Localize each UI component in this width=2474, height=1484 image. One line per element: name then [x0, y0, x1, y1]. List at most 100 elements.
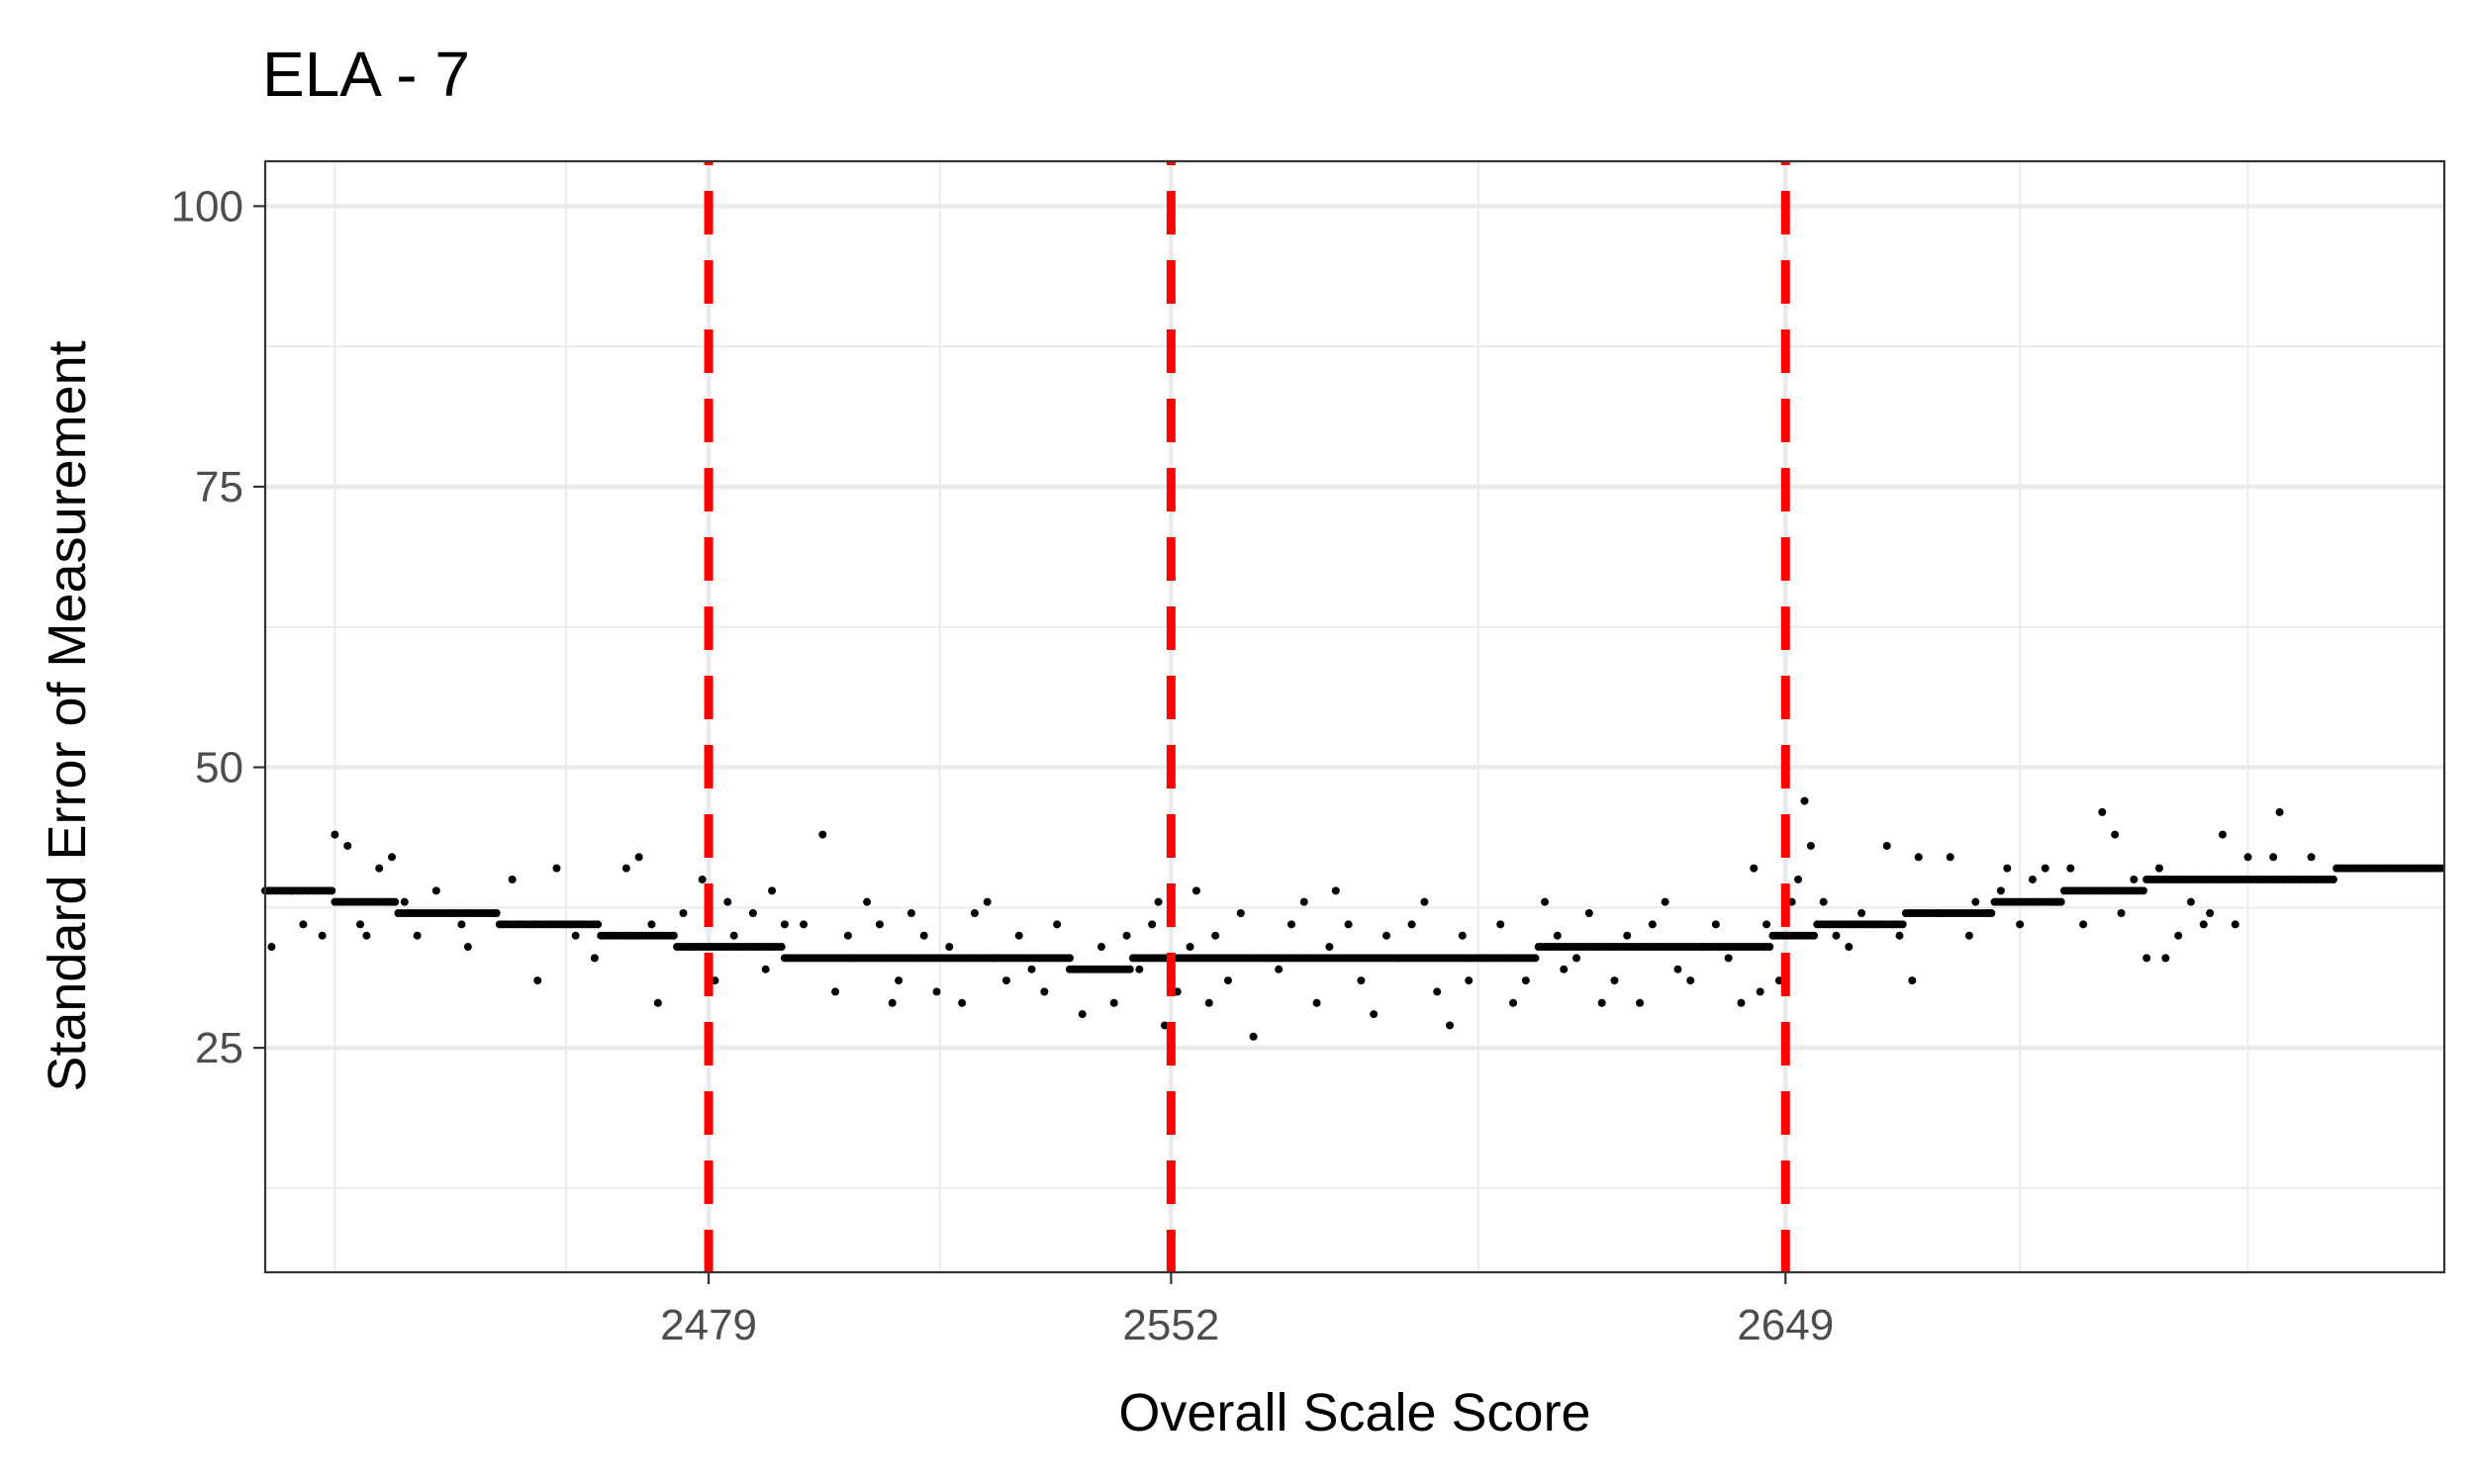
data-point [1869, 920, 1878, 929]
data-point [362, 931, 371, 940]
data-point [2199, 920, 2208, 929]
axis-ticks: 2479 2552 2649 25 50 75 100 [171, 182, 1835, 1349]
data-point [331, 830, 339, 839]
data-point [1053, 920, 1062, 929]
data-point [2130, 875, 2139, 883]
data-point [1541, 897, 1550, 906]
data-point [1370, 1010, 1379, 1019]
data-point [1135, 965, 1144, 974]
data-point [919, 931, 928, 940]
data-point [1325, 943, 1334, 952]
data-point [2016, 920, 2025, 929]
data-point [2139, 886, 2147, 895]
data-point [1344, 920, 1353, 929]
data-point [533, 976, 542, 985]
data-point [1096, 943, 1105, 952]
data-point [2066, 864, 2075, 873]
data-point [698, 875, 707, 883]
data-point [1331, 886, 1340, 895]
data-point [729, 931, 738, 940]
data-point [1762, 920, 1771, 929]
data-point [2269, 853, 2278, 862]
data-point [768, 886, 777, 895]
data-point [723, 897, 732, 906]
data-point [1394, 954, 1403, 963]
x-tick-label: 2552 [1122, 1301, 1219, 1349]
data-point [983, 897, 992, 906]
data-point [2329, 875, 2337, 883]
data-point [1109, 998, 1118, 1007]
data-point [1458, 931, 1467, 940]
data-point [1312, 998, 1321, 1007]
y-tick-label: 50 [195, 744, 243, 792]
data-point [1286, 920, 1295, 929]
data-point [679, 909, 688, 918]
data-point [1465, 976, 1474, 985]
data-point [2111, 830, 2120, 839]
data-point [1040, 987, 1049, 996]
data-point [1122, 931, 1131, 940]
data-point [2079, 920, 2088, 929]
data-point [1553, 931, 1562, 940]
data-point [1765, 943, 1774, 952]
data-point [1420, 897, 1429, 906]
y-tick-label: 75 [195, 463, 243, 511]
data-point [1648, 920, 1657, 929]
data-point [1125, 965, 1134, 974]
data-point [2117, 909, 2126, 918]
data-point [2307, 853, 2316, 862]
data-point [2041, 864, 2049, 873]
data-point [1845, 943, 1854, 952]
data-point [267, 943, 276, 952]
data-point [780, 920, 789, 929]
data-point [286, 886, 295, 895]
data-point [1531, 954, 1540, 963]
data-point [1262, 954, 1271, 963]
data-point [888, 998, 897, 1007]
data-point [1065, 954, 1074, 963]
data-point [831, 987, 840, 996]
data-point [1857, 909, 1866, 918]
data-point [391, 897, 400, 906]
data-point [431, 886, 440, 895]
data-point [1560, 965, 1569, 974]
data-point [958, 998, 967, 1007]
data-point [653, 998, 662, 1007]
data-point [1724, 954, 1733, 963]
data-point [1623, 931, 1632, 940]
plot-border [263, 159, 2446, 1274]
data-point [2154, 864, 2163, 873]
x-tick-label: 2649 [1737, 1301, 1834, 1349]
data-point [843, 931, 852, 940]
data-point [2174, 931, 2183, 940]
data-point [1699, 943, 1708, 952]
data-point [647, 920, 656, 929]
data-point [2028, 875, 2037, 883]
data-point [1148, 920, 1157, 929]
y-tick-label: 25 [195, 1024, 243, 1072]
data-point [1154, 897, 1163, 906]
data-point [1597, 998, 1606, 1007]
data-point [343, 841, 352, 850]
data-point [1584, 909, 1593, 918]
data-point [906, 909, 915, 918]
data-point [508, 875, 517, 883]
data-point [1223, 976, 1232, 985]
data-point [1191, 886, 1200, 895]
data-point [777, 943, 786, 952]
chart-title: ELA - 7 [262, 39, 470, 110]
data-point [1509, 998, 1518, 1007]
data-point [1933, 909, 1942, 918]
y-tick-label: 100 [171, 182, 243, 231]
data-point [2142, 954, 2151, 963]
data-point [1806, 841, 1815, 850]
data-point [328, 886, 336, 895]
data-point [685, 943, 694, 952]
data-point [1186, 943, 1194, 952]
data-point [800, 920, 809, 929]
data-point [2218, 830, 2227, 839]
data-point [1673, 965, 1682, 974]
data-point [1236, 909, 1245, 918]
data-point [2098, 807, 2107, 816]
